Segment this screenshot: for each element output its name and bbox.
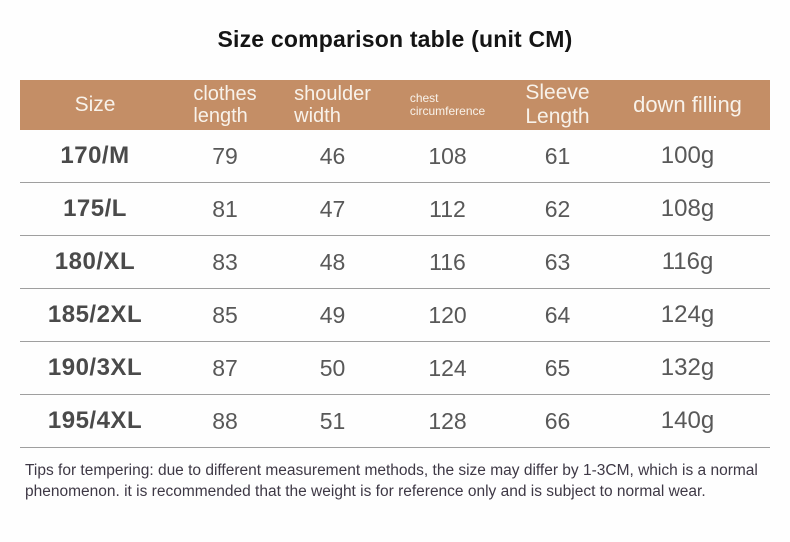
cell-down-filling: 100g	[660, 142, 715, 169]
column-header-size: Size	[74, 93, 116, 116]
cell-size: 185/2XL	[47, 301, 143, 328]
column-header-chest-circumference: chest circumference	[409, 90, 486, 118]
table-row: 170/M 79 46 108 61 100g	[20, 130, 770, 183]
cell-clothes-length: 85	[212, 301, 238, 328]
cell-shoulder-width: 50	[319, 354, 346, 381]
cell-shoulder-width: 48	[319, 248, 346, 275]
column-header-sleeve-length: Sleeve Length	[525, 81, 590, 128]
cell-clothes-length: 83	[212, 248, 238, 275]
cell-shoulder-width: 46	[319, 142, 346, 169]
tips-line-2: phenomenon. it is recommended that the w…	[25, 483, 706, 500]
cell-chest-circumference: 116	[429, 248, 466, 275]
cell-sleeve-length: 62	[544, 195, 571, 222]
column-header-shoulder-width: shoulder width	[294, 82, 371, 127]
table-row: 190/3XL 87 50 124 65 132g	[20, 342, 770, 395]
cell-clothes-length: 88	[212, 407, 238, 434]
cell-clothes-length: 79	[212, 142, 238, 169]
cell-shoulder-width: 51	[319, 407, 346, 434]
cell-clothes-length: 81	[212, 195, 238, 222]
cell-size: 195/4XL	[47, 407, 143, 434]
cell-chest-circumference: 112	[429, 195, 466, 222]
cell-sleeve-length: 61	[544, 142, 571, 169]
page-title: Size comparison table (unit CM)	[217, 26, 573, 52]
cell-size: 175/L	[63, 195, 127, 222]
table-row: 175/L 81 47 112 62 108g	[20, 183, 770, 236]
cell-size: 190/3XL	[47, 354, 143, 381]
cell-sleeve-length: 63	[544, 248, 571, 275]
table-row: 180/XL 83 48 116 63 116g	[20, 236, 770, 289]
column-header-down-filling: down filling	[633, 92, 742, 117]
cell-size: 180/XL	[54, 248, 136, 275]
cell-chest-circumference: 124	[428, 354, 467, 381]
cell-sleeve-length: 65	[544, 354, 571, 381]
cell-down-filling: 140g	[660, 407, 715, 434]
cell-size: 170/M	[60, 142, 130, 169]
column-header-clothes-length: clothes length	[193, 82, 257, 127]
table-header-row: Size clothes length shoulder width chest ci…	[20, 80, 770, 130]
table-row: 195/4XL 88 51 128 66 140g	[20, 395, 770, 448]
tips-line-1: Tips for tempering: due to different mea…	[25, 462, 758, 479]
cell-chest-circumference: 108	[428, 142, 467, 169]
cell-down-filling: 124g	[660, 301, 715, 328]
cell-sleeve-length: 66	[544, 407, 571, 434]
cell-shoulder-width: 47	[319, 195, 346, 222]
cell-down-filling: 116g	[661, 248, 714, 275]
cell-sleeve-length: 64	[544, 301, 571, 328]
tips-note: Tips for tempering: due to different mea…	[25, 460, 773, 502]
cell-shoulder-width: 49	[319, 301, 346, 328]
cell-chest-circumference: 128	[428, 407, 467, 434]
cell-clothes-length: 87	[212, 354, 238, 381]
size-table: Size clothes length shoulder width chest ci…	[20, 80, 770, 448]
table-row: 185/2XL 85 49 120 64 124g	[20, 289, 770, 342]
cell-down-filling: 108g	[660, 195, 715, 222]
cell-down-filling: 132g	[660, 354, 715, 381]
cell-chest-circumference: 120	[428, 301, 467, 328]
